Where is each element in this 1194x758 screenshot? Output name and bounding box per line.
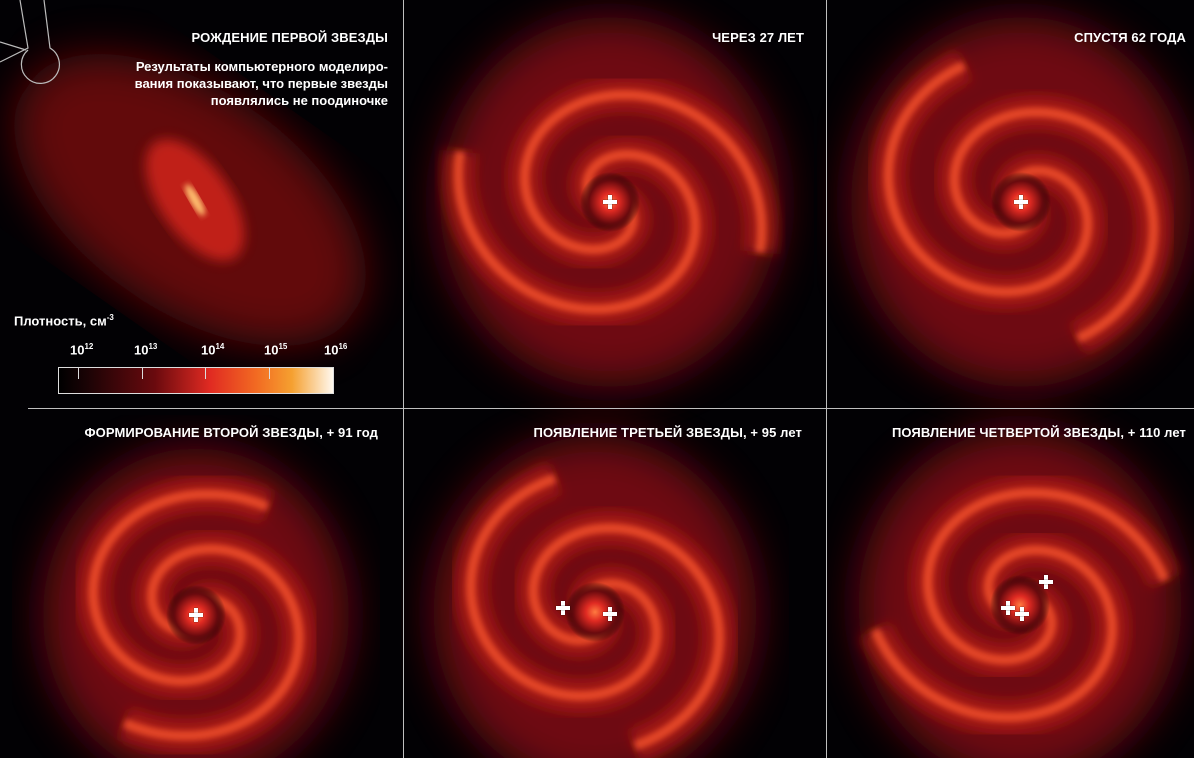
panel-divider	[826, 0, 827, 758]
star-position-cross-icon	[189, 608, 203, 622]
disc-core	[565, 582, 625, 642]
panel-4-title: ФОРМИРОВАНИЕ ВТОРОЙ ЗВЕЗДЫ, + 91 год	[84, 425, 378, 440]
panel-divider	[403, 0, 404, 758]
legend-tick: 1016	[324, 342, 348, 358]
disc-core	[990, 575, 1050, 635]
spiral-arm	[922, 487, 1170, 666]
star-position-cross-icon	[1001, 601, 1015, 615]
legend-tick: 1014	[201, 342, 225, 358]
star-position-cross-icon	[1039, 575, 1053, 589]
density-color-bar	[58, 367, 334, 394]
probe-outline-icon	[0, 0, 60, 84]
legend-tick: 1012	[70, 342, 94, 358]
star-position-cross-icon	[603, 607, 617, 621]
spiral-arm	[519, 89, 767, 255]
star-position-cross-icon	[1014, 195, 1028, 209]
star-position-cross-icon	[1015, 607, 1029, 621]
panel-3-title: СПУСТЯ 62 ГОДА	[1074, 30, 1186, 45]
legend-title-text: Плотность, см	[14, 313, 107, 329]
spiral-arm	[870, 544, 1118, 723]
panel-1-title: РОЖДЕНИЕ ПЕРВОЙ ЗВЕЗДЫ	[191, 30, 388, 45]
panel-5-title: ПОЯВЛЕНИЕ ТРЕТЬЕЙ ЗВЕЗДЫ, + 95 лет	[533, 425, 802, 440]
spiral-arm	[453, 149, 701, 315]
gas-core	[185, 184, 205, 216]
legend-tick: 1015	[264, 342, 288, 358]
panel-1-lead: Результаты компьютерного моделиро-вания …	[134, 59, 388, 108]
density-legend-title: Плотность, см-3	[14, 313, 114, 328]
panel-divider	[28, 408, 1194, 409]
star-position-cross-icon	[603, 195, 617, 209]
panel-6-title: ПОЯВЛЕНИЕ ЧЕТВЕРТОЙ ЗВЕЗДЫ, + 110 лет	[891, 425, 1186, 440]
panel-2-title: ЧЕРЕЗ 27 ЛЕТ	[712, 30, 804, 45]
star-position-cross-icon	[556, 601, 570, 615]
legend-title-exponent: -3	[106, 313, 114, 322]
legend-tick: 1013	[134, 342, 158, 358]
